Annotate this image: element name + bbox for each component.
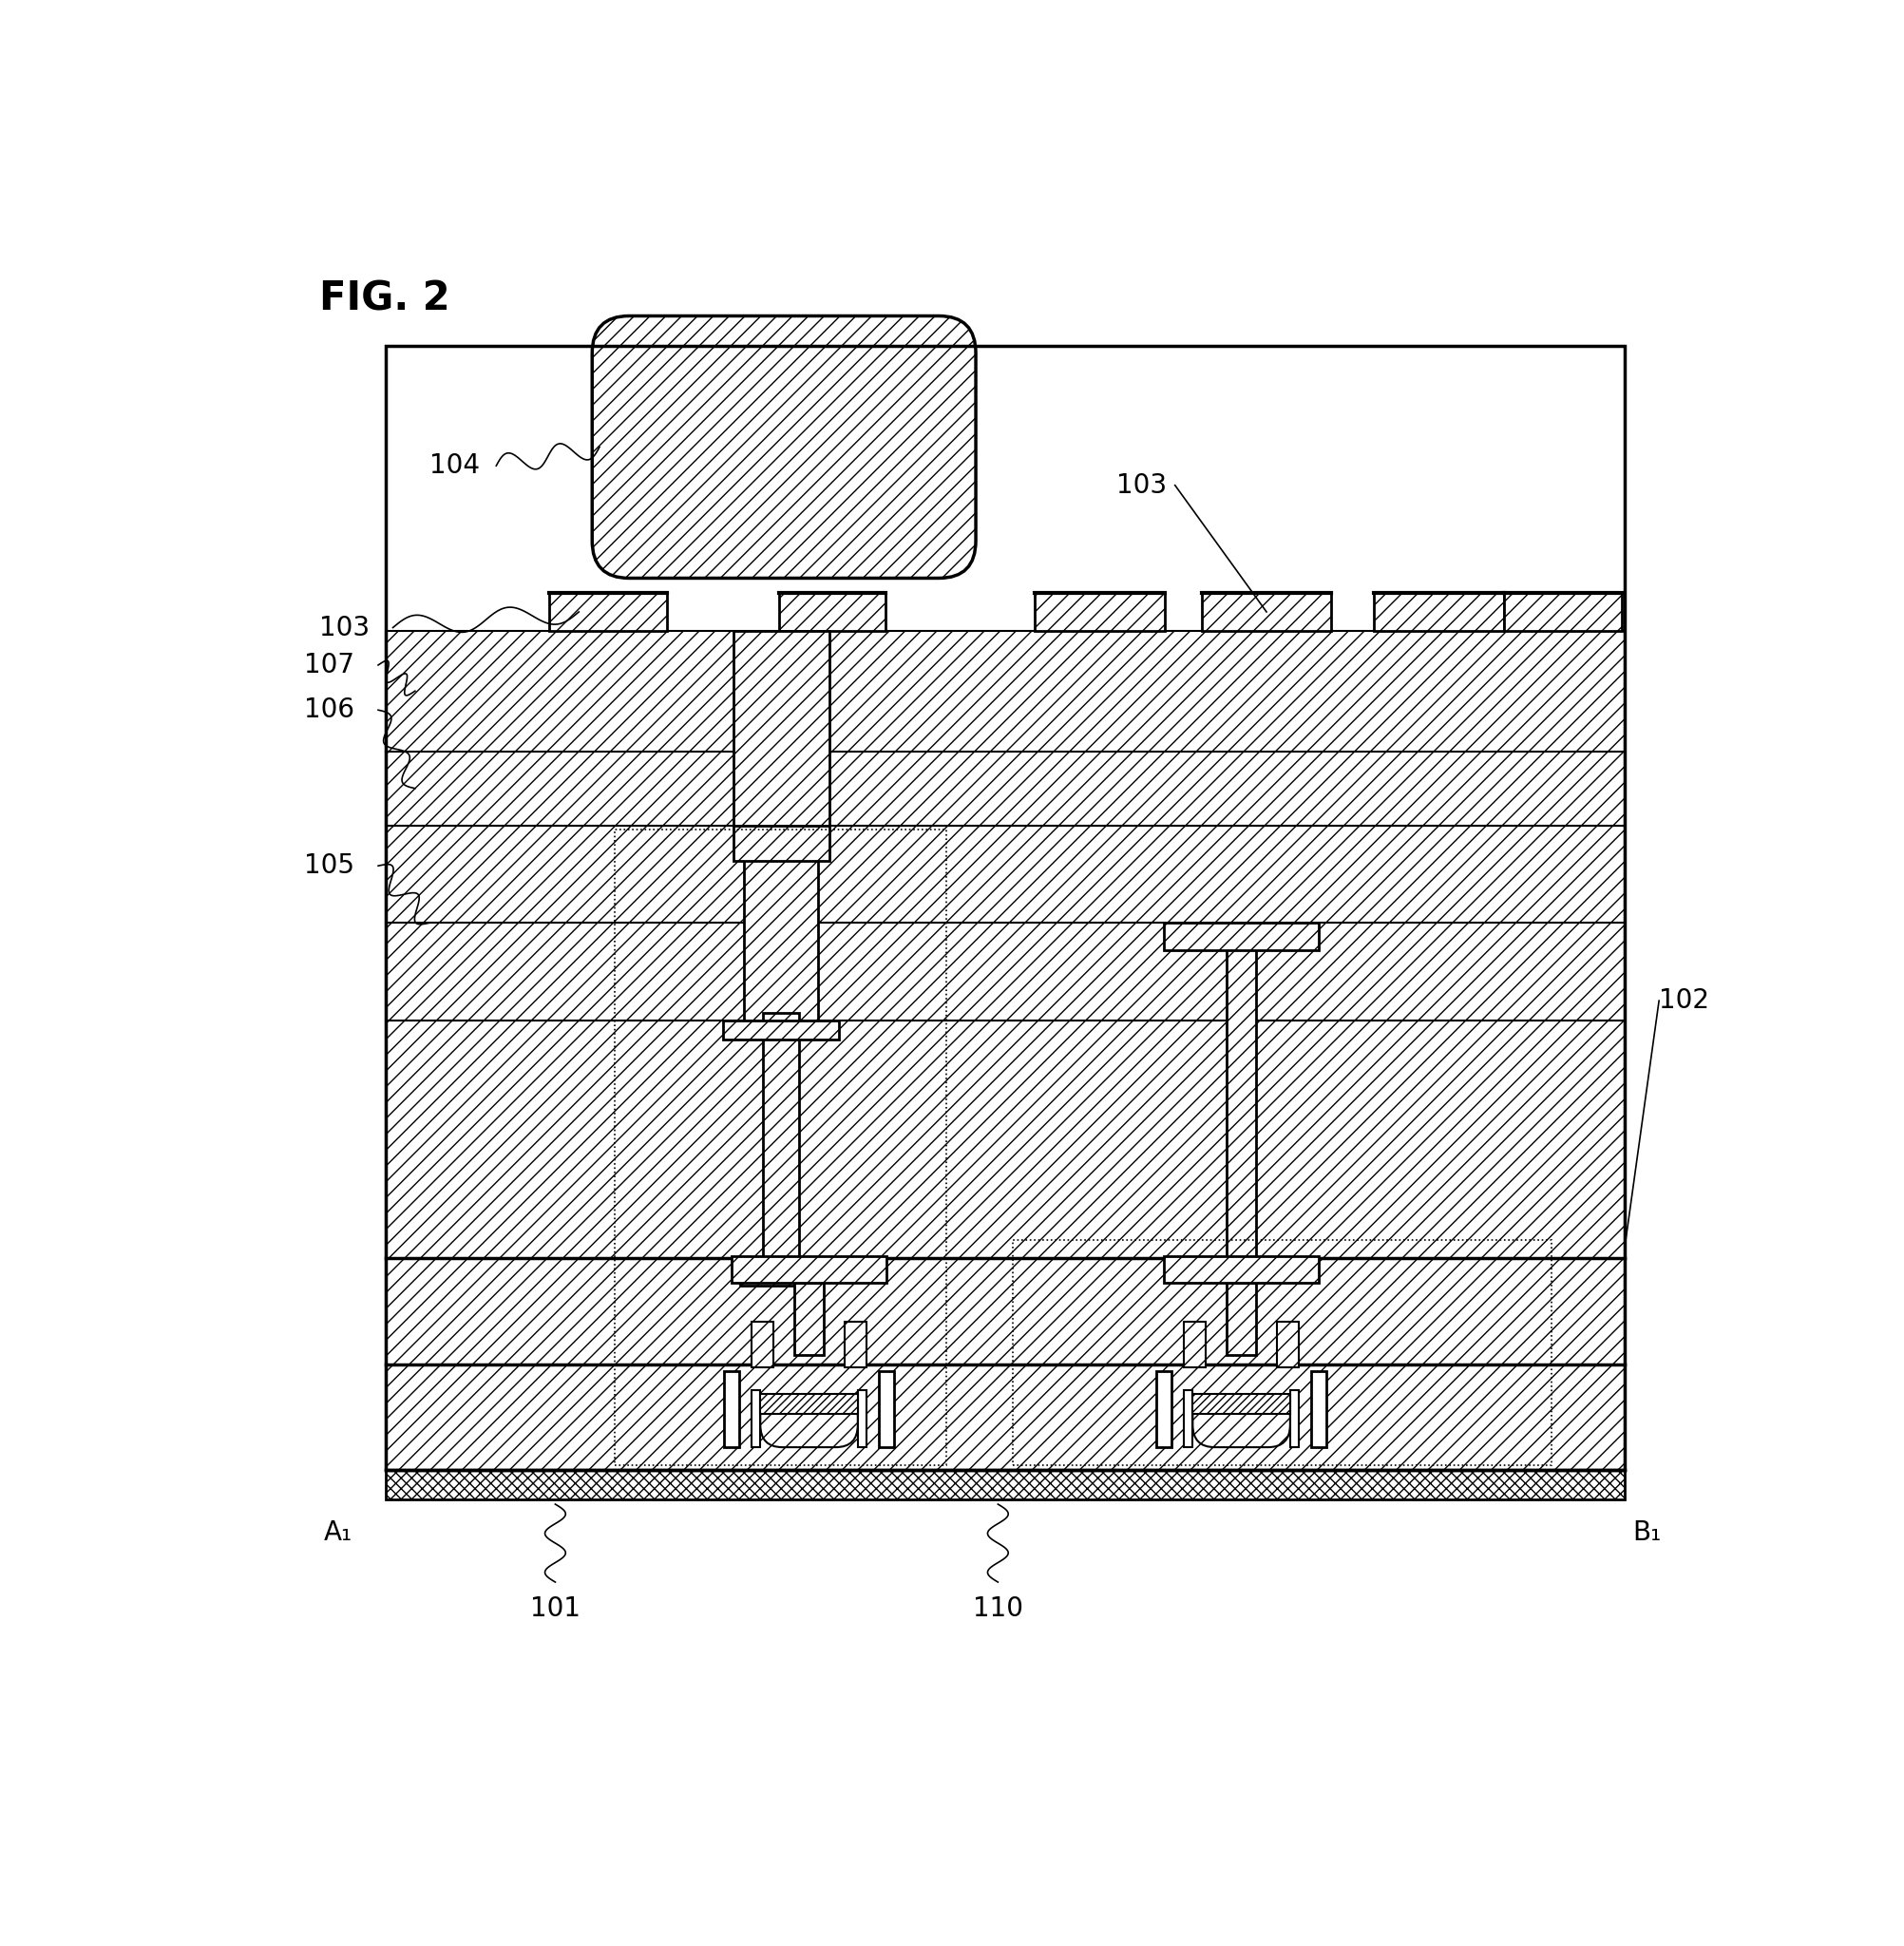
Bar: [760, 1395, 857, 1415]
Text: 103: 103: [1116, 473, 1167, 498]
Bar: [724, 1020, 838, 1039]
Text: 105: 105: [305, 852, 354, 880]
Text: A₁: A₁: [324, 1520, 352, 1545]
Bar: [1013, 1240, 1552, 1465]
Text: 106: 106: [305, 697, 354, 724]
FancyBboxPatch shape: [760, 1395, 857, 1448]
Bar: [592, 315, 977, 578]
Text: FIG. 2: FIG. 2: [320, 278, 449, 319]
Bar: [1163, 922, 1319, 950]
Bar: [752, 1321, 773, 1368]
Bar: [385, 346, 1626, 1469]
Bar: [1504, 594, 1622, 631]
Bar: [1291, 1389, 1299, 1448]
Bar: [764, 1012, 800, 1259]
Text: 101: 101: [529, 1596, 581, 1623]
Bar: [1278, 1321, 1299, 1368]
Bar: [1226, 922, 1257, 1259]
FancyBboxPatch shape: [1192, 1395, 1291, 1448]
Bar: [880, 1372, 893, 1448]
Bar: [550, 594, 668, 631]
Bar: [385, 631, 1626, 825]
Bar: [724, 1372, 739, 1448]
Bar: [744, 825, 819, 1020]
Bar: [794, 1282, 824, 1354]
Bar: [385, 825, 1626, 1020]
Bar: [1201, 594, 1331, 631]
Bar: [1036, 594, 1165, 631]
Bar: [779, 594, 885, 631]
Text: 110: 110: [973, 1596, 1022, 1623]
Bar: [1375, 594, 1504, 631]
Bar: [1184, 1321, 1205, 1368]
Bar: [845, 1321, 866, 1368]
Bar: [385, 1469, 1626, 1500]
Bar: [1192, 1395, 1291, 1415]
Bar: [385, 1020, 1626, 1469]
Text: 107: 107: [305, 652, 354, 679]
Bar: [733, 631, 828, 825]
Bar: [731, 1257, 887, 1282]
Bar: [741, 1259, 823, 1286]
Bar: [1312, 1372, 1327, 1448]
FancyBboxPatch shape: [592, 315, 977, 578]
Bar: [1226, 1282, 1257, 1354]
Text: 102: 102: [1658, 987, 1710, 1014]
Text: 103: 103: [320, 615, 369, 640]
Bar: [1163, 1257, 1319, 1282]
Bar: [615, 829, 946, 1465]
Bar: [733, 825, 828, 860]
Bar: [857, 1389, 866, 1448]
Bar: [752, 1389, 760, 1448]
Bar: [1184, 1389, 1192, 1448]
Text: B₁: B₁: [1634, 1520, 1662, 1545]
Bar: [1156, 1372, 1171, 1448]
Text: 104: 104: [430, 453, 480, 479]
